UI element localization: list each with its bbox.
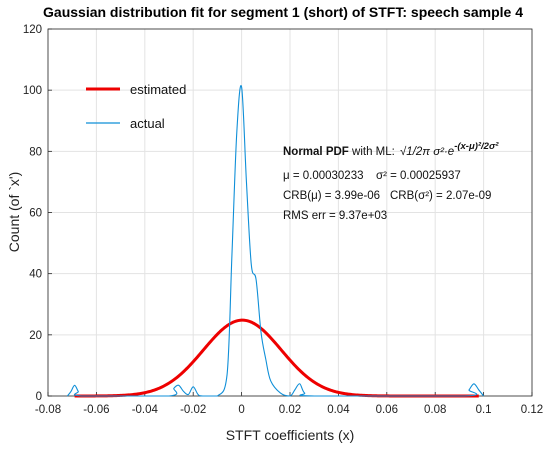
annotation-rms-err: RMS err = 9.37e+03 [283,210,387,222]
y-tick-label: 80 [29,146,42,158]
x-tick-label: 0.12 [521,404,543,416]
y-tick-label: 120 [23,24,42,36]
x-tick-label: 0.08 [424,404,446,416]
series-layer [66,85,485,398]
annotation-crb-sigma2: CRB(σ²) = 2.07e-09 [390,190,491,202]
x-tick-label: 0.06 [376,404,398,416]
annotation-pdf-label: Normal PDF [283,146,349,158]
chart-title: Gaussian distribution fit for segment 1 … [43,4,523,20]
annotation-mu: μ = 0.00030233 [283,170,364,182]
x-tick-labels: -0.08 -0.06 -0.04 -0.02 0 0.02 0.04 0.06 0.08 0.1… [35,404,543,416]
annotation-crb-mu: CRB(μ) = 3.99e-06 [283,190,380,202]
y-tick-label: 40 [29,269,42,281]
y-tick-label: 60 [29,208,42,220]
y-tick-label: 0 [36,391,42,403]
x-tick-label: -0.04 [132,404,159,416]
annotation-formula-exponent: -(x-μ)²/2σ² [454,141,499,152]
legend-label-estimated: estimated [130,82,186,97]
annotation-formula: √1/2π σ²·e-(x-μ)²/2σ² [400,141,499,158]
y-axis-label: Count (of `x') [6,172,22,252]
x-tick-label: -0.02 [180,404,206,416]
series-line-actual [66,85,485,397]
x-tick-label: -0.08 [35,404,61,416]
x-tick-label: -0.06 [83,404,109,416]
x-tick-label: 0 [238,404,244,416]
x-tick-label: 0.02 [279,404,301,416]
x-tick-label: 0.04 [327,404,350,416]
annotation-line-1: Normal PDF with ML: [283,146,395,158]
annotation-sigma2: σ² = 0.00025937 [376,170,461,182]
y-tick-label: 20 [29,330,42,342]
x-tick-label: 0.1 [476,404,492,416]
y-tick-labels: 0 20 40 60 80 100 120 [23,24,42,403]
annotation-formula-base: √1/2π σ²·e [400,145,454,158]
series-line-estimated [74,318,479,398]
legend-label-actual: actual [130,116,165,131]
annotation-ml-label: with ML: [349,146,395,158]
x-axis-label: STFT coefficients (x) [226,427,355,443]
y-tick-label: 100 [23,85,42,97]
fit-annotation: Normal PDF with ML: √1/2π σ²·e-(x-μ)²/2σ… [283,141,499,222]
legend: estimated actual [86,82,186,131]
